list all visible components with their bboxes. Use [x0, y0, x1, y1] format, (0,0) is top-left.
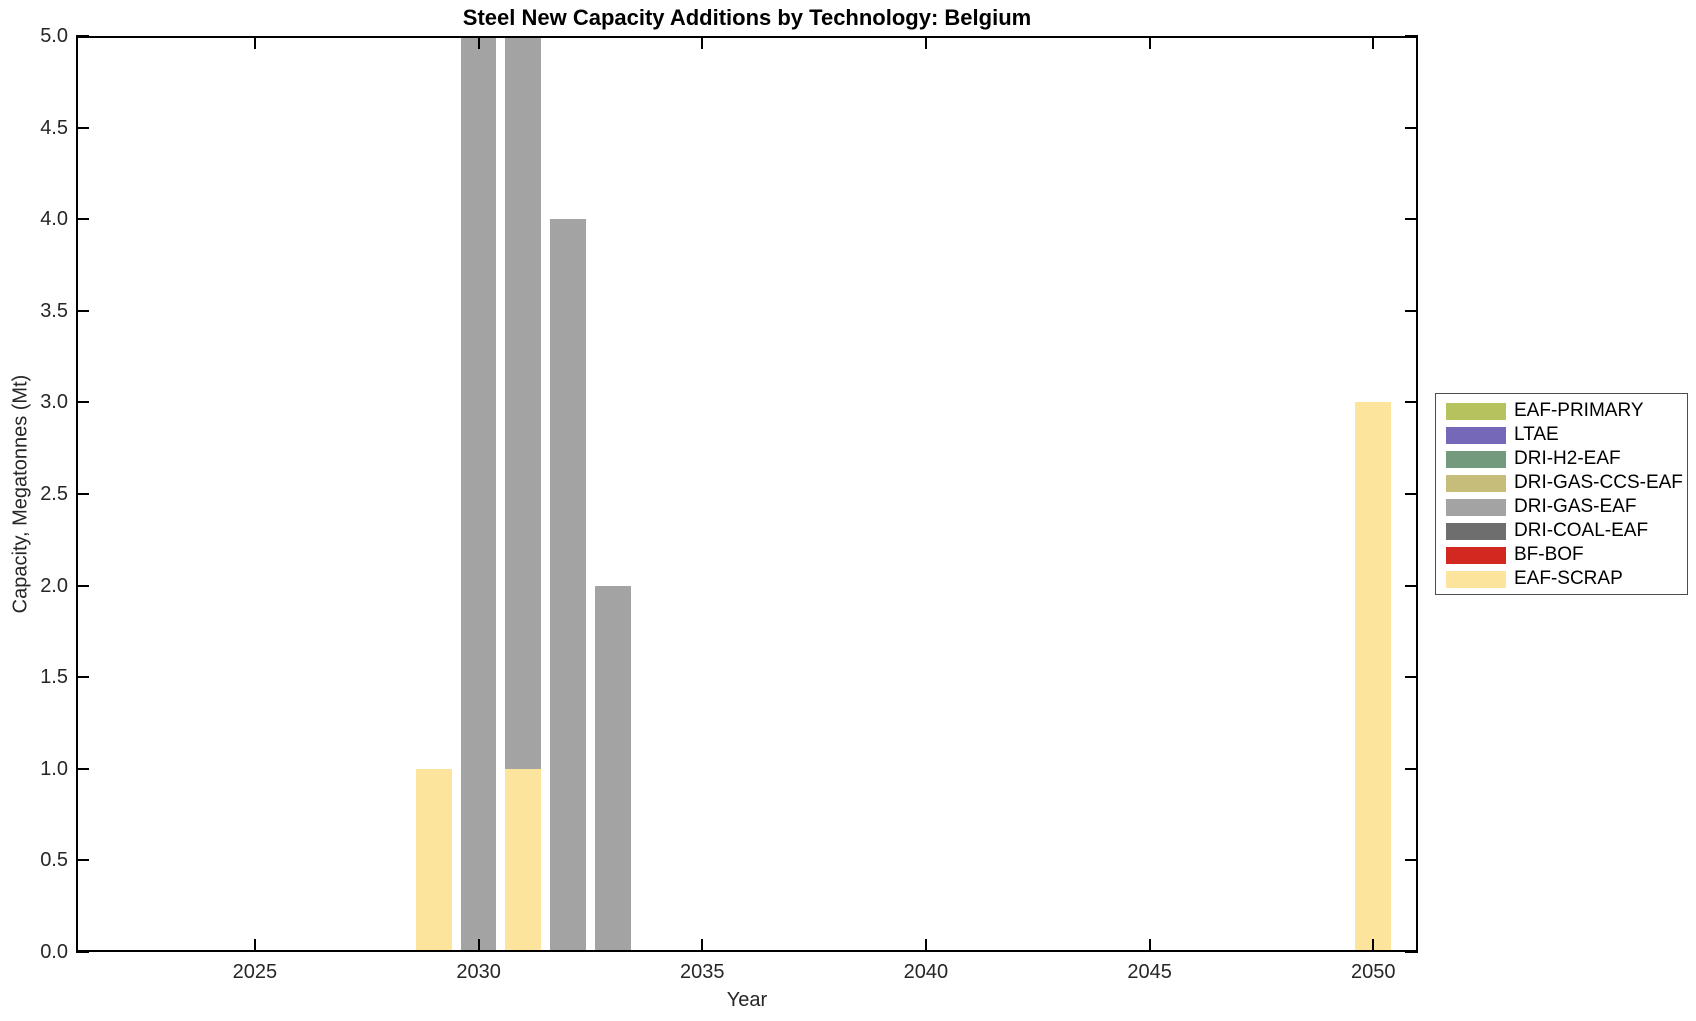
y-axis-tick-left-0.0	[76, 951, 89, 953]
legend-label-dri-gas-eaf: DRI-GAS-EAF	[1514, 496, 1637, 517]
y-tick-label-2.5: 2.5	[40, 483, 68, 505]
legend-swatch-dri-coal-eaf	[1446, 522, 1506, 540]
legend-swatch-eaf-scrap	[1446, 570, 1506, 588]
legend-item-dri-gas-eaf: DRI-GAS-EAF	[1436, 495, 1687, 519]
legend-swatch-bf-bof	[1446, 546, 1506, 564]
x-tick-label-2035: 2035	[680, 961, 725, 983]
y-tick-label-1.5: 1.5	[40, 666, 68, 689]
x-tick-label-2025: 2025	[232, 961, 278, 983]
legend-label-dri-coal-eaf: DRI-COAL-EAF	[1514, 520, 1649, 541]
x-axis-tick-bottom-2045	[1148, 939, 1151, 952]
y-axis-tick-left-5.0	[76, 35, 89, 37]
legend-label-ltae: LTAE	[1514, 424, 1559, 445]
y-axis-tick-left-3.5	[76, 309, 89, 312]
legend-label-eaf-primary: EAF-PRIMARY	[1514, 400, 1644, 421]
bar-segment-2031-dri-gas-eaf	[505, 36, 542, 769]
y-axis-tick-right-5.0	[1405, 35, 1418, 37]
bar-segment-2030-dri-gas-eaf	[460, 36, 497, 952]
y-axis-tick-left-2.0	[76, 584, 89, 587]
y-axis-tick-right-1.5	[1405, 676, 1418, 679]
y-tick-label-0.0: 0.0	[40, 941, 68, 963]
bar-segment-2029-eaf-scrap	[415, 768, 452, 952]
x-axis-tick-top-2030	[477, 36, 480, 49]
y-tick-label-3.5: 3.5	[40, 299, 68, 322]
y-axis-tick-right-3.5	[1405, 309, 1418, 312]
x-tick-label-2030: 2030	[456, 961, 501, 983]
chart-title: Steel New Capacity Additions by Technolo…	[462, 5, 1032, 30]
y-tick-label-4.0: 4.0	[40, 208, 68, 231]
y-axis-tick-left-2.5	[76, 493, 89, 495]
legend-swatch-eaf-primary	[1446, 402, 1506, 420]
y-tick-label-1.0: 1.0	[40, 757, 68, 780]
x-axis-tick-bottom-2030	[477, 939, 480, 952]
y-axis-tick-right-4.5	[1405, 126, 1418, 129]
y-axis-tick-left-1.5	[76, 676, 89, 679]
y-axis-tick-right-2.0	[1405, 584, 1418, 587]
x-axis-tick-top-2025	[253, 36, 256, 49]
legend-item-dri-coal-eaf: DRI-COAL-EAF	[1436, 519, 1687, 543]
legend-swatch-dri-gas-ccs-eaf	[1446, 474, 1506, 492]
legend-item-eaf-primary: EAF-PRIMARY	[1436, 399, 1687, 423]
legend-item-eaf-scrap: EAF-SCRAP	[1436, 567, 1687, 591]
x-axis-tick-bottom-2025	[253, 939, 256, 952]
x-axis-tick-top-2035	[701, 36, 704, 49]
legend-item-bf-bof: BF-BOF	[1436, 543, 1687, 567]
y-tick-label-5.0: 5.0	[40, 25, 68, 47]
y-axis-tick-left-4.5	[76, 126, 89, 129]
legend-item-ltae: LTAE	[1436, 423, 1687, 447]
x-axis-tick-top-2050	[1372, 36, 1375, 49]
y-axis-tick-left-1.0	[76, 767, 89, 770]
legend-label-bf-bof: BF-BOF	[1514, 544, 1584, 565]
legend-swatch-dri-gas-eaf	[1446, 498, 1506, 516]
y-tick-label-0.5: 0.5	[40, 849, 68, 872]
y-axis-tick-left-0.5	[76, 859, 89, 862]
x-axis-tick-bottom-2035	[701, 939, 704, 952]
y-axis-tick-left-4.0	[76, 218, 89, 221]
legend-label-dri-gas-ccs-eaf: DRI-GAS-CCS-EAF	[1514, 472, 1683, 493]
bar-segment-2032-dri-gas-eaf	[550, 219, 586, 952]
bar-segment-2031-eaf-scrap	[505, 768, 542, 952]
y-axis-tick-right-0.5	[1405, 859, 1418, 862]
y-axis-tick-right-4.0	[1405, 218, 1418, 221]
legend-swatch-dri-h2-eaf	[1446, 450, 1506, 468]
y-axis-tick-right-1.0	[1405, 767, 1418, 770]
bar-segment-2050-eaf-scrap	[1355, 402, 1392, 952]
plot-border	[76, 36, 1418, 952]
x-axis-tick-bottom-2050	[1372, 939, 1375, 952]
x-axis-tick-top-2040	[924, 36, 927, 49]
y-tick-label-2.0: 2.0	[40, 574, 68, 597]
y-tick-label-4.5: 4.5	[40, 116, 68, 139]
x-tick-label-2050: 2050	[1351, 961, 1396, 983]
legend-item-dri-gas-ccs-eaf: DRI-GAS-CCS-EAF	[1436, 471, 1687, 495]
legend-item-dri-h2-eaf: DRI-H2-EAF	[1436, 447, 1687, 471]
y-axis-tick-right-3.0	[1405, 401, 1418, 404]
x-tick-label-2045: 2045	[1127, 961, 1172, 983]
y-axis-tick-left-3.0	[76, 401, 89, 404]
bar-segment-2033-dri-gas-eaf	[594, 585, 631, 952]
legend-label-eaf-scrap: EAF-SCRAP	[1514, 568, 1623, 589]
y-axis-tick-right-0.0	[1405, 951, 1418, 953]
legend-label-dri-h2-eaf: DRI-H2-EAF	[1514, 448, 1621, 469]
legend-box: EAF-PRIMARY LTAE DRI-H2-EAF DRI-GAS-CCS-EAF…	[1435, 393, 1688, 595]
x-axis-tick-bottom-2040	[924, 939, 927, 952]
x-tick-label-2040: 2040	[903, 961, 949, 983]
plot-area	[76, 35, 1418, 953]
x-axis-label: Year	[726, 989, 768, 1011]
x-axis-tick-top-2045	[1148, 36, 1151, 49]
legend-swatch-ltae	[1446, 426, 1506, 444]
y-axis-tick-right-2.5	[1405, 493, 1418, 495]
y-tick-label-3.0: 3.0	[40, 391, 68, 414]
